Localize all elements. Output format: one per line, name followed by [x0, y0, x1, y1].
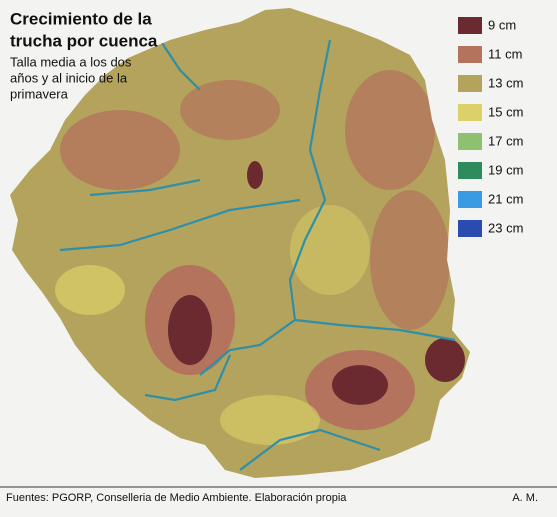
legend-swatch — [458, 191, 482, 208]
footer-source: Fuentes: PGORP, Conselleria de Medio Amb… — [6, 492, 347, 504]
legend-label: 13 cm — [488, 75, 523, 90]
subtitle-line: Talla media a los dos — [10, 54, 132, 69]
subtitle-line: primavera — [10, 86, 69, 101]
legend-label: 15 cm — [488, 104, 523, 119]
footer-author: A. M. — [512, 492, 538, 504]
legend-label: 19 cm — [488, 162, 523, 177]
legend-swatch — [458, 75, 482, 92]
legend-label: 9 cm — [488, 17, 516, 32]
title-line: trucha por cuenca — [10, 31, 158, 50]
legend-swatch — [458, 104, 482, 121]
legend-swatch — [458, 162, 482, 179]
legend-swatch — [458, 133, 482, 150]
legend-label: 21 cm — [488, 191, 523, 206]
legend: 9 cm 11 cm 13 cm 15 cm 17 cm 19 cm 21 cm 23 cm — [458, 17, 523, 237]
legend-label: 11 cm — [488, 46, 522, 61]
title-line: Crecimiento de la — [10, 9, 152, 28]
legend-swatch — [458, 46, 482, 63]
title: Crecimiento de la trucha por cuenca Tall… — [10, 9, 158, 101]
legend-swatch — [458, 17, 482, 34]
legend-label: 17 cm — [488, 133, 523, 148]
subtitle-line: años y al inicio de la — [10, 70, 128, 85]
legend-swatch — [458, 220, 482, 237]
legend-label: 23 cm — [488, 220, 523, 235]
